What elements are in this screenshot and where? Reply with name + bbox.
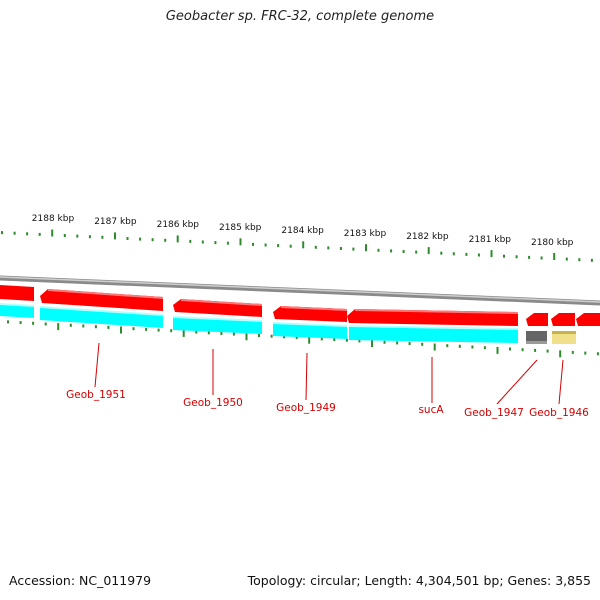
label-geob-1950[interactable]: Geob_1950 <box>183 397 243 409</box>
accession-label: Accession: NC_011979 <box>9 573 152 588</box>
label-geob-1951[interactable]: Geob_1951 <box>66 389 126 401</box>
cds-red-7[interactable] <box>576 313 600 326</box>
scale-label: 2187 kbp <box>94 217 137 227</box>
cds-red-0[interactable] <box>0 285 34 301</box>
pointer-geob-1946 <box>558 359 564 405</box>
scale-ticks-upper <box>1 229 593 262</box>
cds-cyan-2 <box>173 317 262 334</box>
label-geob-1946[interactable]: Geob_1946 <box>529 407 589 419</box>
trna-feature-shade <box>526 341 547 344</box>
scale-label: 2183 kbp <box>344 229 387 239</box>
label-geob-1949[interactable]: Geob_1949 <box>276 402 336 414</box>
label-geob-1947[interactable]: Geob_1947 <box>464 407 524 419</box>
scale-label: 2186 kbp <box>157 220 200 230</box>
scale-label: 2184 kbp <box>281 226 324 236</box>
cds-cyan-1 <box>40 307 163 328</box>
scale-label: 2180 kbp <box>531 238 574 248</box>
cds-cyan-4 <box>349 326 518 343</box>
cds-row-red <box>0 285 600 326</box>
misc-feature[interactable] <box>552 331 576 344</box>
cds-red-5[interactable] <box>526 313 548 326</box>
cds-red-6[interactable] <box>551 313 575 326</box>
cds-cyan-sheen <box>0 303 519 330</box>
genome-summary: Topology: circular; Length: 4,304,501 bp… <box>247 573 591 588</box>
scale-label: 2185 kbp <box>219 223 262 233</box>
scale-labels: 2188 kbp 2187 kbp 2186 kbp 2185 kbp 2184 kbp… <box>32 214 574 248</box>
trna-feature[interactable] <box>526 331 547 344</box>
cds-cyan-0 <box>0 304 34 318</box>
cds-red-sheen <box>47 289 164 299</box>
cds-row-cyan <box>0 303 576 344</box>
pointer-geob-1947 <box>496 359 538 405</box>
gene-label-pointers <box>94 342 564 405</box>
scale-label: 2188 kbp <box>32 214 75 224</box>
pointer-geob-1949 <box>305 352 308 401</box>
gene-labels: Geob_1951 Geob_1950 Geob_1949 sucA Geob_… <box>66 389 589 419</box>
label-suca[interactable]: sucA <box>418 404 444 416</box>
scale-label: 2182 kbp <box>406 232 449 242</box>
page-title: Geobacter sp. FRC-32, complete genome <box>165 9 435 24</box>
cds-red-sheen-4 <box>354 309 519 314</box>
cds-red-sheen-3 <box>280 306 348 311</box>
cds-red-1[interactable] <box>40 289 163 311</box>
cds-red-4[interactable] <box>347 309 518 326</box>
cds-cyan-3 <box>273 323 347 339</box>
genome-backbone-highlight <box>0 276 600 303</box>
scale-label: 2181 kbp <box>469 235 512 245</box>
misc-feature-edge <box>552 331 576 334</box>
pointer-geob-1951 <box>94 342 100 388</box>
cds-red-sheen-2 <box>180 299 263 306</box>
